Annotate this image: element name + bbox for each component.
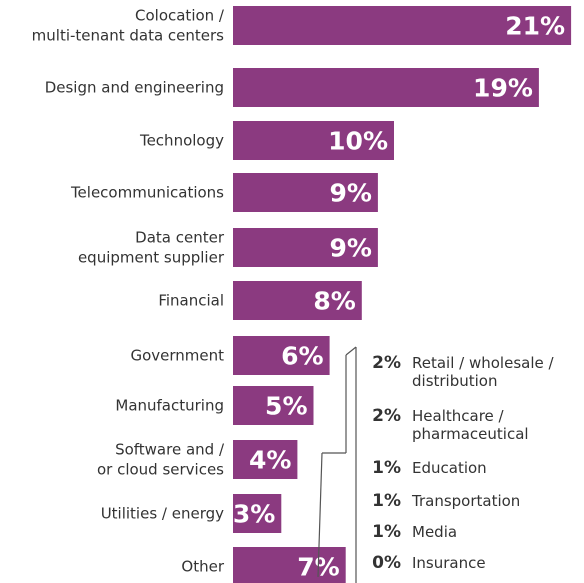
category-label-line: Government (130, 347, 224, 365)
breakdown-percent: 2% (372, 353, 401, 373)
value-label: 21% (505, 12, 565, 41)
category-label: Financial (158, 292, 224, 310)
category-label: Manufacturing (115, 397, 224, 415)
other-breakdown-connector (317, 346, 357, 583)
breakdown-name: Education (412, 459, 487, 477)
category-label: Utilities / energy (101, 505, 224, 523)
category-label: Design and engineering (45, 79, 224, 97)
category-label: Colocation / multi-tenant data centers (32, 7, 225, 45)
breakdown-percent: 0% (372, 553, 401, 573)
category-label: Software and / or cloud services (97, 441, 225, 479)
breakdown-percent: 1% (372, 458, 401, 478)
breakdown-name: Healthcare / pharmaceutical (412, 407, 529, 443)
value-label: 8% (313, 287, 355, 316)
connector-line (345, 346, 357, 356)
breakdown-percent: 1% (372, 522, 401, 542)
category-label-line: equipment supplier (78, 249, 225, 267)
value-label: 4% (249, 446, 291, 475)
bar (233, 494, 282, 533)
bar (233, 173, 378, 212)
bar (233, 281, 362, 320)
bar (233, 336, 330, 375)
bar (233, 386, 314, 425)
category-label: Data center equipment supplier (78, 229, 225, 267)
value-label: 19% (473, 74, 533, 103)
category-label-line: Telecommunications (70, 184, 224, 202)
breakdown-name: Media (412, 523, 457, 541)
breakdown-name-line: pharmaceutical (412, 425, 529, 443)
category-label: Government (130, 347, 224, 365)
other-breakdown-list: 2% Retail / wholesale / distribution 2% Heal… (372, 353, 554, 573)
category-label-line: Utilities / energy (101, 505, 224, 523)
breakdown-name-line: Education (412, 459, 487, 477)
category-label-line: Design and engineering (45, 79, 224, 97)
bar (233, 68, 539, 107)
category-label-line: Software and / (115, 441, 225, 459)
bar (233, 121, 394, 160)
breakdown-name-line: Healthcare / (412, 407, 505, 425)
connector-line (317, 452, 323, 578)
bar (233, 547, 346, 583)
breakdown-name-line: Transportation (411, 492, 520, 510)
category-label-line: Other (181, 558, 224, 576)
category-label: Telecommunications (70, 184, 224, 202)
breakdown-name: Transportation (411, 492, 520, 510)
breakdown-name-line: Insurance (412, 554, 486, 572)
category-label: Other (181, 558, 224, 576)
value-label: 9% (329, 179, 371, 208)
category-label-line: Data center (135, 229, 225, 247)
bar (233, 228, 378, 267)
category-label-line: Financial (158, 292, 224, 310)
category-label-line: Technology (139, 132, 224, 150)
category-label-line: Manufacturing (115, 397, 224, 415)
breakdown-percent: 1% (372, 491, 401, 511)
breakdown-percent: 2% (372, 406, 401, 426)
breakdown-name-line: Retail / wholesale / (412, 354, 554, 372)
value-label: 5% (265, 392, 307, 421)
bar (233, 440, 298, 479)
breakdown-name-line: Media (412, 523, 457, 541)
category-label-line: or cloud services (97, 461, 224, 479)
value-label: 3% (233, 500, 275, 529)
bars-group: 21% Colocation / multi-tenant data centers… (32, 6, 572, 583)
category-label-line: Colocation / (135, 7, 225, 25)
value-label: 9% (329, 234, 371, 263)
category-label: Technology (139, 132, 224, 150)
breakdown-name-line: distribution (412, 372, 497, 390)
category-label-line: multi-tenant data centers (32, 27, 225, 45)
bar (233, 6, 572, 45)
breakdown-name: Insurance (412, 554, 486, 572)
breakdown-name: Retail / wholesale / distribution (412, 354, 554, 390)
value-label: 10% (328, 127, 388, 156)
value-label: 6% (281, 342, 323, 371)
